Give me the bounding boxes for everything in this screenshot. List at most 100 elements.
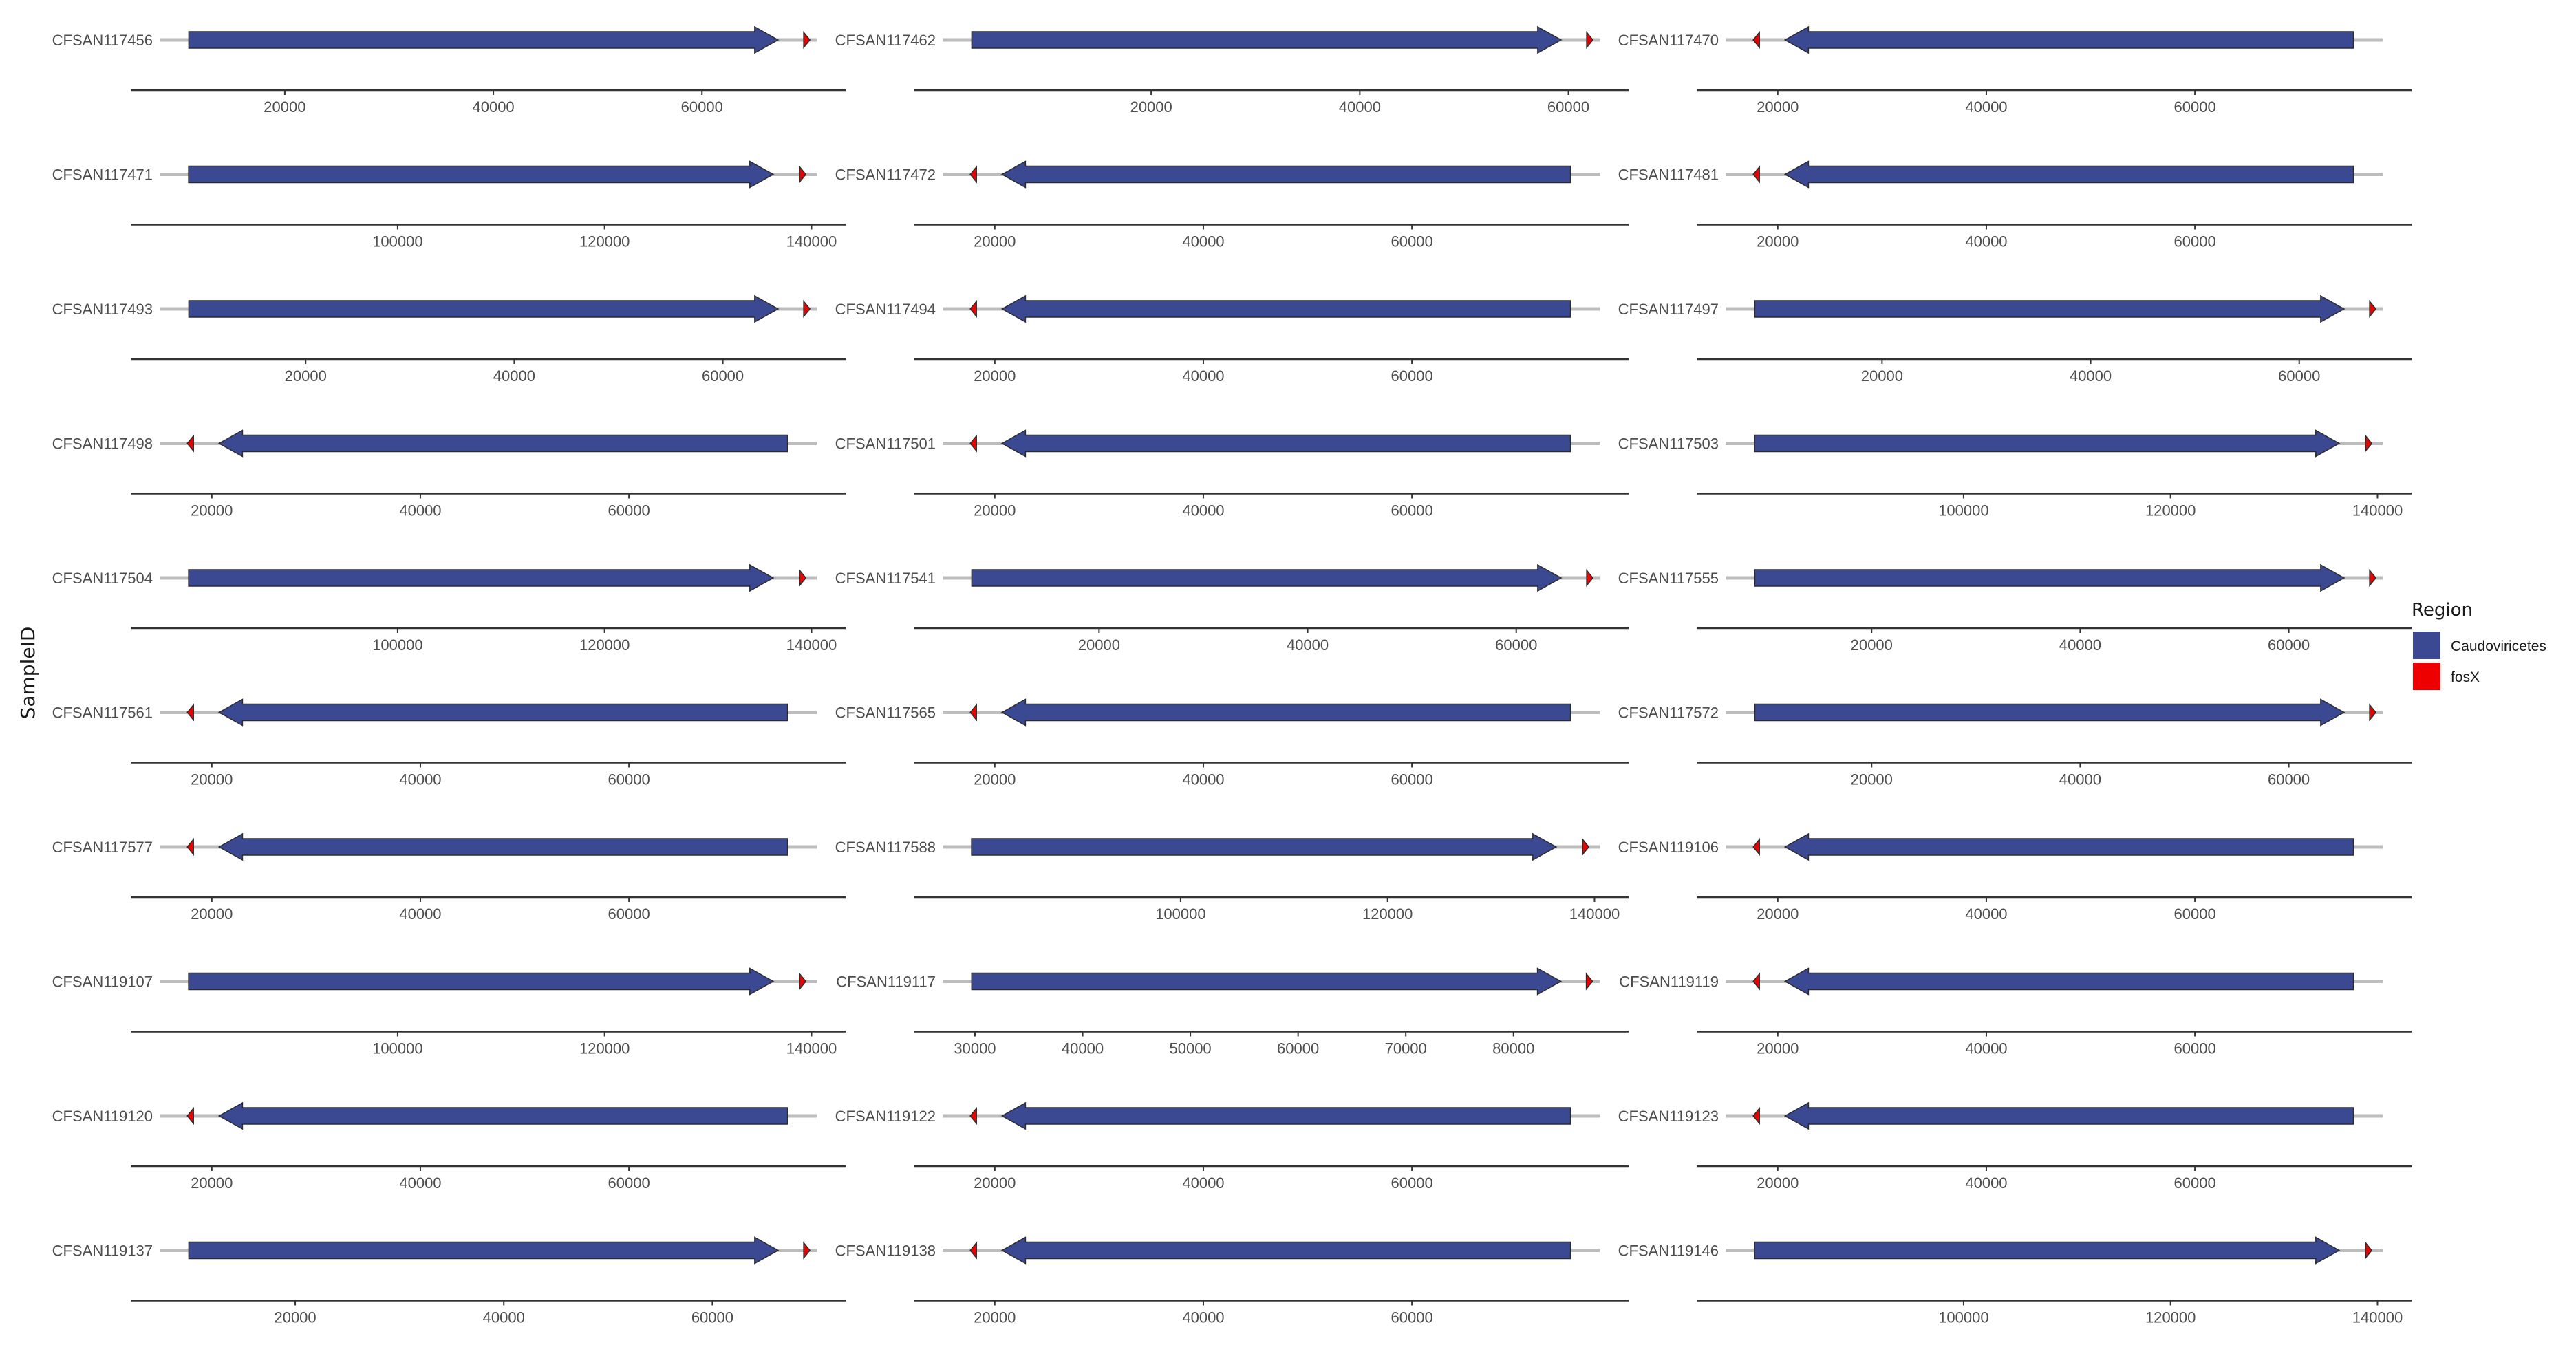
x-tick-label: 40000	[1965, 98, 2007, 116]
panel-cfsan117561: CFSAN117561 20000 40000 60000	[52, 698, 846, 788]
x-tick-label: 20000	[191, 771, 233, 788]
x-tick-label: 60000	[608, 771, 650, 788]
panel-cfsan119117: CFSAN119117 30000 40000 50000 60000 70000 8000…	[836, 967, 1629, 1057]
caudoviricetes-region-arrow	[188, 1236, 780, 1265]
row-label: CFSAN117494	[835, 301, 936, 318]
x-tick-label: 60000	[2268, 636, 2310, 654]
caudoviricetes-region-arrow	[188, 563, 775, 592]
legend-label-caudoviricetes: Caudoviricetes	[2451, 638, 2546, 654]
x-tick-label: 30000	[954, 1040, 996, 1057]
fosx-gene-arrow	[1752, 972, 1760, 991]
row-label: CFSAN117572	[1618, 704, 1719, 722]
fosx-gene-arrow	[969, 299, 977, 319]
x-tick-label: 40000	[2070, 367, 2112, 385]
fosx-gene-arrow	[803, 30, 811, 50]
fosx-gene-arrow	[186, 837, 194, 857]
fosx-gene-arrow	[186, 1106, 194, 1126]
row-label: CFSAN117577	[52, 839, 153, 856]
x-tick-label: 20000	[974, 233, 1016, 250]
fosx-gene-arrow	[1586, 568, 1594, 588]
fosx-gene-arrow	[969, 1241, 977, 1260]
x-tick-label: 60000	[608, 502, 650, 519]
x-tick-label: 100000	[1938, 1309, 1988, 1326]
caudoviricetes-region-arrow	[1783, 1101, 2354, 1130]
x-tick-label: 20000	[974, 1309, 1016, 1326]
fosx-gene-arrow	[1752, 165, 1760, 184]
caudoviricetes-region-arrow	[1000, 160, 1571, 189]
fosx-gene-arrow	[799, 568, 807, 588]
caudoviricetes-region-arrow	[1783, 25, 2354, 54]
caudoviricetes-region-arrow	[188, 967, 775, 996]
x-tick-label: 60000	[1391, 771, 1433, 788]
x-tick-label: 20000	[274, 1309, 316, 1326]
caudoviricetes-region-arrow	[1754, 698, 2346, 727]
panel-cfsan119119: CFSAN119119 20000 40000 60000	[1619, 967, 2412, 1057]
x-tick-label: 60000	[1391, 1309, 1433, 1326]
row-label: CFSAN117561	[52, 704, 153, 722]
x-tick-label: 40000	[1182, 233, 1224, 250]
panel-cfsan117572: CFSAN117572 20000 40000 60000	[1618, 698, 2412, 788]
row-label: CFSAN117493	[52, 301, 153, 318]
panel-cfsan117565: CFSAN117565 20000 40000 60000	[835, 698, 1629, 788]
fosx-gene-arrow	[1752, 837, 1760, 857]
x-tick-label: 20000	[1851, 636, 1893, 654]
panel-cfsan119122: CFSAN119122 20000 40000 60000	[835, 1101, 1629, 1192]
row-label: CFSAN117588	[835, 839, 936, 856]
panel-cfsan117494: CFSAN117494 20000 40000 60000	[835, 294, 1629, 385]
row-label: CFSAN119137	[52, 1242, 153, 1260]
x-tick-label: 20000	[191, 502, 233, 519]
caudoviricetes-region-arrow	[1754, 429, 2341, 458]
x-tick-label: 40000	[472, 98, 514, 116]
x-tick-label: 60000	[1391, 367, 1433, 385]
panel-cfsan119137: CFSAN119137 20000 40000 60000	[52, 1236, 846, 1326]
x-tick-label: 140000	[786, 636, 837, 654]
fosx-gene-arrow	[1752, 1106, 1760, 1126]
x-tick-label: 60000	[2268, 771, 2310, 788]
caudoviricetes-region-arrow	[1783, 967, 2354, 996]
caudoviricetes-region-arrow	[971, 967, 1563, 996]
caudoviricetes-region-arrow	[188, 160, 775, 189]
fosx-gene-arrow	[1585, 972, 1593, 991]
fosx-gene-arrow	[186, 703, 194, 722]
row-label: CFSAN117497	[1618, 301, 1719, 318]
x-tick-label: 40000	[1965, 1040, 2007, 1057]
x-tick-label: 40000	[1965, 233, 2007, 250]
x-tick-label: 20000	[974, 771, 1016, 788]
row-label: CFSAN119106	[1618, 839, 1719, 856]
panel-cfsan119106: CFSAN119106 20000 40000 60000	[1618, 832, 2412, 923]
x-tick-label: 40000	[493, 367, 535, 385]
x-tick-label: 60000	[2174, 905, 2216, 923]
caudoviricetes-region-arrow	[217, 429, 788, 458]
x-tick-label: 100000	[372, 233, 422, 250]
x-tick-label: 40000	[399, 1174, 441, 1192]
panel-cfsan119138: CFSAN119138 20000 40000 60000	[835, 1236, 1629, 1326]
x-tick-label: 60000	[2174, 98, 2216, 116]
x-tick-label: 60000	[2278, 367, 2320, 385]
x-tick-label: 100000	[1938, 502, 1988, 519]
caudoviricetes-region-arrow	[217, 698, 788, 727]
x-tick-label: 60000	[691, 1309, 733, 1326]
x-tick-label: 40000	[1182, 1309, 1224, 1326]
row-label: CFSAN117462	[835, 32, 936, 49]
x-tick-label: 20000	[1757, 233, 1799, 250]
row-label: CFSAN117565	[835, 704, 936, 722]
x-tick-label: 40000	[1062, 1040, 1104, 1057]
x-tick-label: 40000	[1287, 636, 1329, 654]
x-tick-label: 60000	[608, 905, 650, 923]
panel-cfsan117456: CFSAN117456 20000 40000 60000	[52, 25, 846, 116]
panel-cfsan117541: CFSAN117541 20000 40000 60000	[835, 563, 1629, 654]
x-tick-label: 20000	[1757, 1174, 1799, 1192]
x-tick-label: 60000	[681, 98, 723, 116]
x-tick-label: 120000	[2145, 1309, 2196, 1326]
fosx-gene-arrow	[803, 299, 811, 319]
x-tick-label: 120000	[579, 636, 630, 654]
caudoviricetes-region-arrow	[1783, 160, 2354, 189]
x-tick-label: 60000	[1391, 233, 1433, 250]
x-tick-label: 20000	[1757, 98, 1799, 116]
legend-label-fosx: fosX	[2451, 669, 2480, 685]
legend-swatch-caudoviricetes	[2413, 632, 2440, 659]
x-tick-label: 80000	[1492, 1040, 1534, 1057]
caudoviricetes-region-arrow	[1000, 429, 1571, 458]
x-tick-label: 120000	[1362, 905, 1413, 923]
caudoviricetes-region-arrow	[1754, 563, 2346, 592]
